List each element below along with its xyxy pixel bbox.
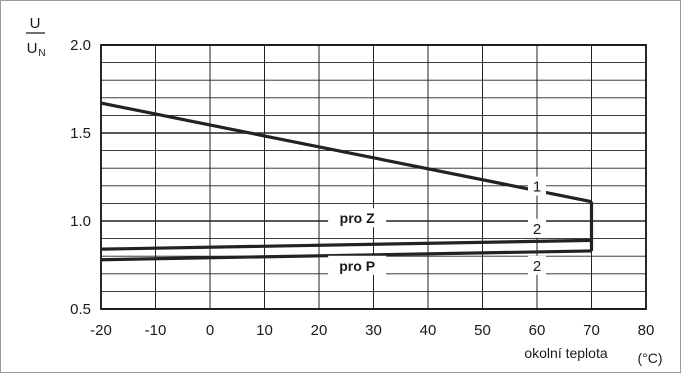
annotation-background: [328, 208, 387, 228]
plot-area-border: [100, 44, 647, 310]
x-axis-label: okolní teplota: [524, 345, 607, 361]
annotation-background: [328, 255, 387, 275]
series-line-3: [100, 249, 592, 262]
y-label-numerator: U: [30, 15, 41, 32]
x-tick-label: 40: [420, 322, 437, 339]
y-label-denominator-sub: N: [38, 48, 45, 59]
y-label-denominator: U: [27, 40, 38, 57]
series-line-1: [100, 101, 592, 204]
annotation-label: 1: [533, 179, 541, 196]
y-axis-label: U U N: [26, 15, 46, 59]
x-axis-unit: (°C): [637, 350, 662, 366]
annotation-label: 2: [533, 221, 541, 238]
x-tick-label: -20: [90, 322, 112, 339]
y-tick-label: 1.0: [70, 213, 91, 230]
annotation-label: 2: [533, 258, 541, 275]
x-tick-label: -10: [145, 322, 167, 339]
series-layer: [100, 101, 594, 262]
x-tick-label: 0: [206, 322, 214, 339]
annotation-label: pro Z: [340, 210, 375, 226]
plot-border: [100, 44, 647, 310]
annotation-background: [528, 218, 546, 238]
annotation-label: pro P: [339, 258, 375, 274]
x-tick-label: 10: [256, 322, 273, 339]
x-tick-label: 60: [529, 322, 546, 339]
x-tick-label: 80: [638, 322, 655, 339]
x-tick-label: 70: [583, 322, 600, 339]
x-tick-label: 50: [474, 322, 491, 339]
y-tick-label: 0.5: [70, 301, 91, 318]
series-line-2: [100, 238, 592, 251]
y-tick-label: 2.0: [70, 37, 91, 54]
x-tick-label: 30: [365, 322, 382, 339]
y-tick-label: 1.5: [70, 125, 91, 142]
annotation-background: [528, 176, 546, 196]
x-tick-label: 20: [311, 322, 328, 339]
tick-labels: -20 -10 0 10 20 30 40 50 60 70 80 0.5 1.0 1.5 2.0: [70, 37, 654, 339]
annotation-background: [528, 255, 546, 275]
annotations: 1 2 2 pro Z pro P: [328, 176, 546, 275]
